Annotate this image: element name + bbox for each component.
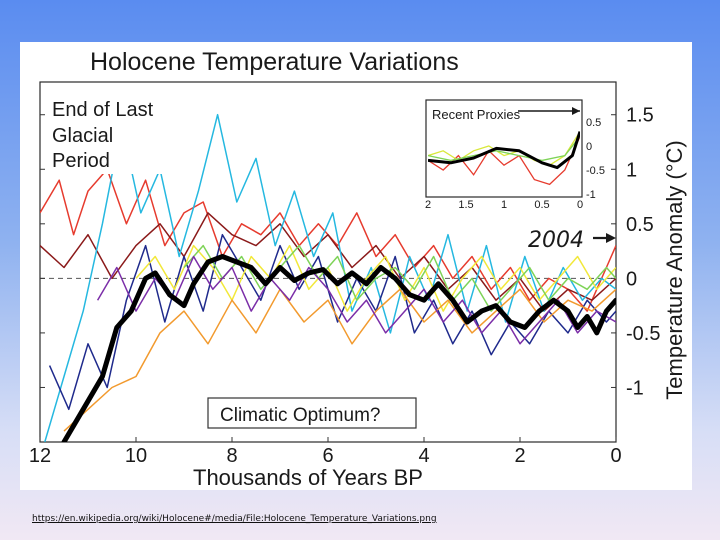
inset-y-tick-0-5: 0.5 (586, 117, 601, 129)
inset-x-tick-1-5: 1.5 (458, 199, 473, 211)
inset-arrow-head (572, 107, 580, 115)
average-series-group (61, 254, 616, 442)
series-line-average (61, 254, 616, 442)
inset-line-recent-proxy-3 (428, 135, 580, 162)
x-tick-label-0: 0 (610, 445, 621, 467)
y-axis-title: Temperature Anomaly (°C) (662, 140, 687, 399)
inset-tick-labels: 2 1.5 1 0.5 0 0.5 0 -0.5 -1 (425, 117, 605, 211)
source-link[interactable]: https://en.wikipedia.org/wiki/Holocene#/… (32, 514, 437, 524)
series-line-proxy-6 (183, 244, 616, 312)
series-line-proxy-7 (63, 288, 616, 432)
series-line-proxy-5 (135, 244, 616, 312)
glacial-line-1: End of Last (52, 99, 154, 121)
glacial-annotation: End of Last Glacial Period (48, 92, 172, 174)
inset-x-tick-2: 2 (425, 199, 431, 211)
series-line-proxy-8 (96, 255, 616, 345)
x-tick-label-12: 12 (29, 445, 51, 467)
series-line-proxy-4 (48, 233, 616, 411)
y-tick-label-1: 1 (626, 159, 637, 181)
y-tick-label-0-5: -0.5 (626, 323, 660, 345)
x-tick-label-4: 4 (418, 445, 429, 467)
climatic-optimum-box (207, 397, 417, 429)
marker-2004-label: 2004 (528, 228, 584, 253)
glacial-line-2: Glacial (52, 125, 113, 147)
climatic-optimum-label: Climatic Optimum? (220, 405, 380, 426)
chart-figure: Holocene Temperature Variations 12 10 8 6 4 2… (20, 42, 692, 490)
series-line-proxy-3 (44, 113, 616, 442)
inset-line-recent-proxy-2 (428, 131, 580, 166)
x-axis-title: Thousands of Years BP (193, 465, 423, 490)
y-tick-label-1: -1 (626, 377, 644, 399)
marker-2004-annotation: 2004 (528, 228, 616, 253)
axis-tick-labels: 12 10 8 6 4 2 01.510.50-0.5-1 (29, 105, 661, 467)
inset-x-tick-1: 1 (501, 199, 507, 211)
inset-line-average (428, 131, 580, 170)
glacial-line-3: Period (52, 150, 110, 172)
glacial-annotation-box (48, 92, 172, 174)
proxy-series-group (40, 113, 616, 442)
x-tick-label-6: 6 (322, 445, 333, 467)
y-tick-label-0: 0 (626, 268, 637, 290)
climatic-optimum-annotation: Climatic Optimum? (207, 397, 417, 429)
y-tick-label-0-5: 0.5 (626, 214, 654, 236)
x-tick-label-10: 10 (125, 445, 147, 467)
inset-x-tick-0-5: 0.5 (534, 199, 549, 211)
holocene-chart: Holocene Temperature Variations 12 10 8 6 4 2… (29, 48, 687, 490)
y-tick-label-1-5: 1.5 (626, 105, 654, 127)
inset-series-group (428, 131, 580, 186)
inset-y-tick-0: 0 (586, 141, 592, 153)
inset-title: Recent Proxies (432, 107, 521, 122)
inset-chart: Recent Proxies 2 1.5 1 0.5 0 0.5 0 -0.5 -1 (425, 99, 605, 211)
inset-y-tick-0-5: -0.5 (586, 165, 605, 177)
x-tick-label-8: 8 (226, 445, 237, 467)
axis-ticks (39, 114, 617, 442)
inset-x-tick-0: 0 (577, 199, 583, 211)
inset-y-tick-1: -1 (586, 189, 596, 201)
chart-title: Holocene Temperature Variations (90, 48, 459, 76)
x-tick-label-2: 2 (514, 445, 525, 467)
marker-2004-arrow-head (606, 233, 616, 243)
